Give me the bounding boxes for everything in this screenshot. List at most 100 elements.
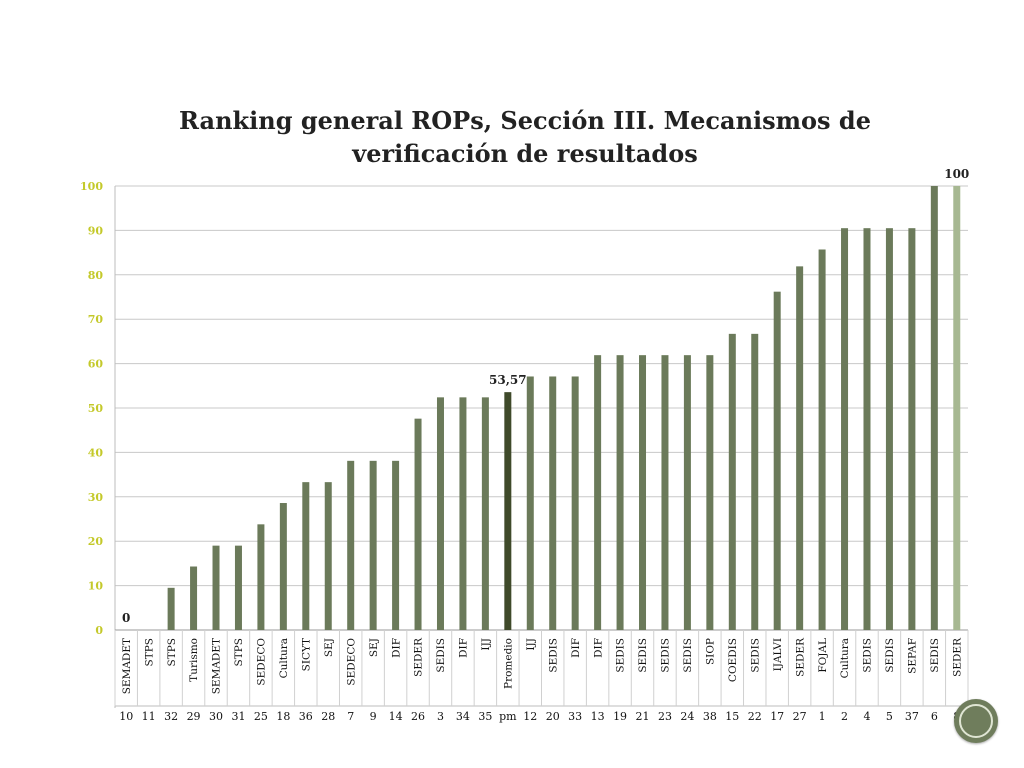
category-label: DIF: [570, 638, 582, 658]
bar: [190, 566, 198, 630]
category-label: SEJ: [368, 638, 380, 657]
nav-circle-button[interactable]: [954, 699, 998, 743]
category-label: SEDIS: [615, 638, 627, 673]
bar: [459, 397, 467, 630]
bar: [549, 376, 557, 630]
rank-label: 5: [886, 710, 893, 723]
category-label: SICYT: [300, 638, 312, 671]
rank-label: 7: [347, 710, 354, 723]
rank-label: 9: [370, 710, 377, 723]
bar: [594, 355, 602, 630]
bar: [773, 291, 781, 630]
category-label: SIOP: [705, 638, 717, 665]
rank-label: 33: [568, 710, 582, 723]
bar: [863, 228, 871, 630]
category-label: SEDIS: [749, 638, 761, 673]
bar: [818, 249, 826, 630]
category-label: SEMADET: [121, 638, 133, 694]
y-tick-label: 0: [95, 624, 103, 637]
rank-label: 3: [437, 710, 444, 723]
rank-label: 22: [748, 710, 762, 723]
rank-label: 26: [411, 710, 425, 723]
bar: [908, 228, 916, 630]
category-label: SEDER: [794, 637, 806, 677]
rank-label: 34: [456, 710, 470, 723]
category-label: SEDIS: [547, 638, 559, 673]
y-tick-label: 30: [88, 491, 104, 504]
category-label: SEDER: [951, 637, 963, 677]
rank-label: 31: [231, 710, 245, 723]
data-label: 100: [944, 167, 969, 181]
bar: [504, 392, 512, 630]
y-tick-label: 70: [88, 313, 104, 326]
bar: [571, 376, 579, 630]
category-label: Cultura: [278, 638, 290, 678]
rank-label: 38: [703, 710, 717, 723]
category-label: SEDIS: [682, 638, 694, 673]
category-label: Cultura: [839, 638, 851, 678]
rank-label: 2: [841, 710, 848, 723]
bar: [481, 397, 489, 630]
bar: [392, 460, 400, 630]
category-label: SEPAF: [907, 638, 919, 674]
bar: [369, 460, 377, 630]
category-label: SEDECO: [256, 638, 268, 686]
rank-label: 29: [187, 710, 201, 723]
category-label: DIF: [458, 638, 470, 658]
category-label: DIF: [592, 638, 604, 658]
category-label: Promedio: [503, 638, 515, 689]
bar: [841, 228, 849, 630]
bar: [212, 545, 220, 630]
rank-label: 30: [209, 710, 223, 723]
y-tick-label: 80: [88, 269, 104, 282]
rank-label: 23: [658, 710, 672, 723]
rank-label: 4: [863, 710, 870, 723]
bar: [885, 228, 893, 630]
rank-label: 37: [905, 710, 919, 723]
bar: [639, 355, 647, 630]
rank-label: 18: [276, 710, 290, 723]
bar: [436, 397, 444, 630]
bar: [751, 333, 759, 630]
bar: [324, 482, 332, 630]
category-label: IJALVI: [772, 638, 784, 671]
rank-label: 1: [819, 710, 826, 723]
chart-title: Ranking general ROPs, Sección III. Mecan…: [179, 106, 871, 168]
category-label: SEDIS: [862, 638, 874, 673]
y-tick-label: 50: [88, 402, 104, 415]
bar: [347, 460, 355, 630]
rank-label: 32: [164, 710, 178, 723]
bar: [526, 376, 534, 630]
category-label: SEDIS: [884, 638, 896, 673]
bar: [279, 503, 287, 630]
rank-label: 17: [770, 710, 784, 723]
category-label: COEDIS: [727, 638, 739, 682]
bar: [616, 355, 624, 630]
bar: [953, 186, 961, 630]
rank-label: 11: [142, 710, 156, 723]
category-label: SEDER: [413, 637, 425, 677]
category-label: SEDIS: [435, 638, 447, 673]
category-label: SEDECO: [345, 638, 357, 686]
category-label: DIF: [390, 638, 402, 658]
rank-label: 24: [680, 710, 694, 723]
bar: [706, 355, 714, 630]
y-tick-label: 20: [88, 535, 104, 548]
bar: [234, 545, 242, 630]
category-label: IJJ: [480, 638, 492, 651]
data-label: 0: [122, 611, 130, 625]
bar: [167, 587, 175, 630]
category-label: SEDIS: [637, 638, 649, 673]
bar: [728, 333, 736, 630]
bar: [302, 482, 310, 630]
rank-label: 15: [725, 710, 739, 723]
y-tick-label: 10: [88, 580, 104, 593]
category-label: STPS: [233, 638, 245, 666]
rank-label: 21: [636, 710, 650, 723]
y-tick-label: 90: [88, 224, 104, 237]
bar: [930, 186, 938, 630]
y-tick-label: 100: [80, 180, 103, 193]
bar: [796, 266, 804, 630]
